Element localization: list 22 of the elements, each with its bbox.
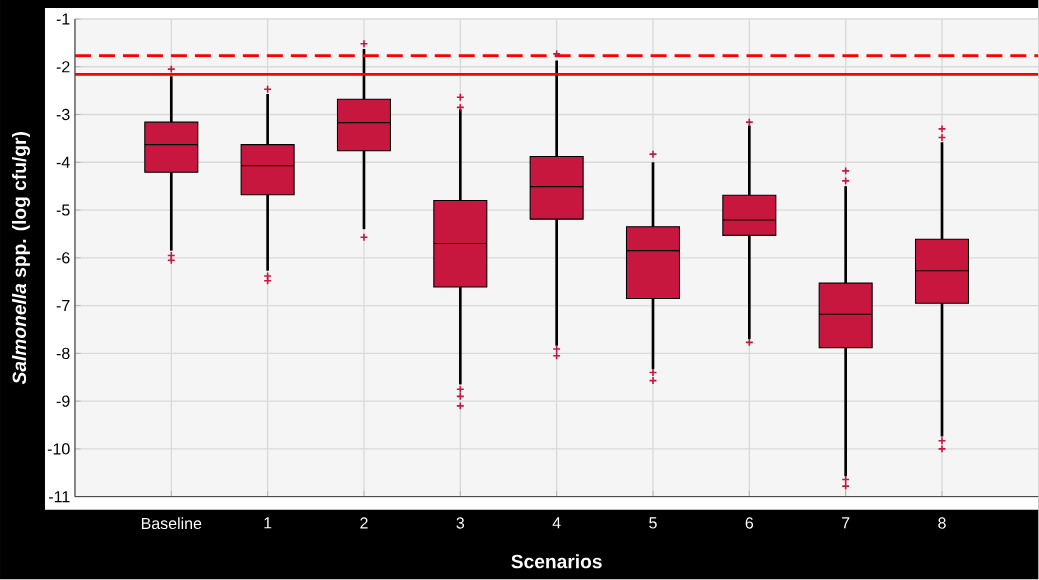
x-tick-label: 4 [552, 517, 561, 529]
y-axis-title: Salmonella spp. (log cfu/gr) [12, 132, 31, 385]
y-tick-label: -9 [56, 395, 70, 407]
y-tick-label: -8 [56, 347, 70, 360]
x-tick-label: 7 [842, 517, 850, 529]
y-tick-label: -11 [49, 491, 70, 503]
y-tick-label: -2 [56, 61, 70, 73]
y-tick-label: -7 [56, 300, 70, 312]
x-tick-label: 3 [456, 517, 465, 529]
x-tick-label: 8 [938, 517, 946, 529]
x-tick-label: 6 [745, 517, 754, 529]
y-tick-label: -6 [56, 252, 70, 264]
y-tick-label: -4 [56, 156, 70, 168]
y-tick-label: -10 [47, 443, 70, 455]
x-axis-title: Scenarios [511, 554, 602, 569]
y-tick-label: -5 [56, 204, 70, 216]
x-tick-label: 1 [264, 517, 272, 529]
x-tick-label: 5 [649, 517, 657, 529]
x-tick-label: Baseline [141, 517, 202, 530]
x-tick-label: 2 [360, 517, 368, 529]
y-tick-label: -3 [56, 109, 70, 121]
y-tick-label: -1 [56, 13, 70, 25]
